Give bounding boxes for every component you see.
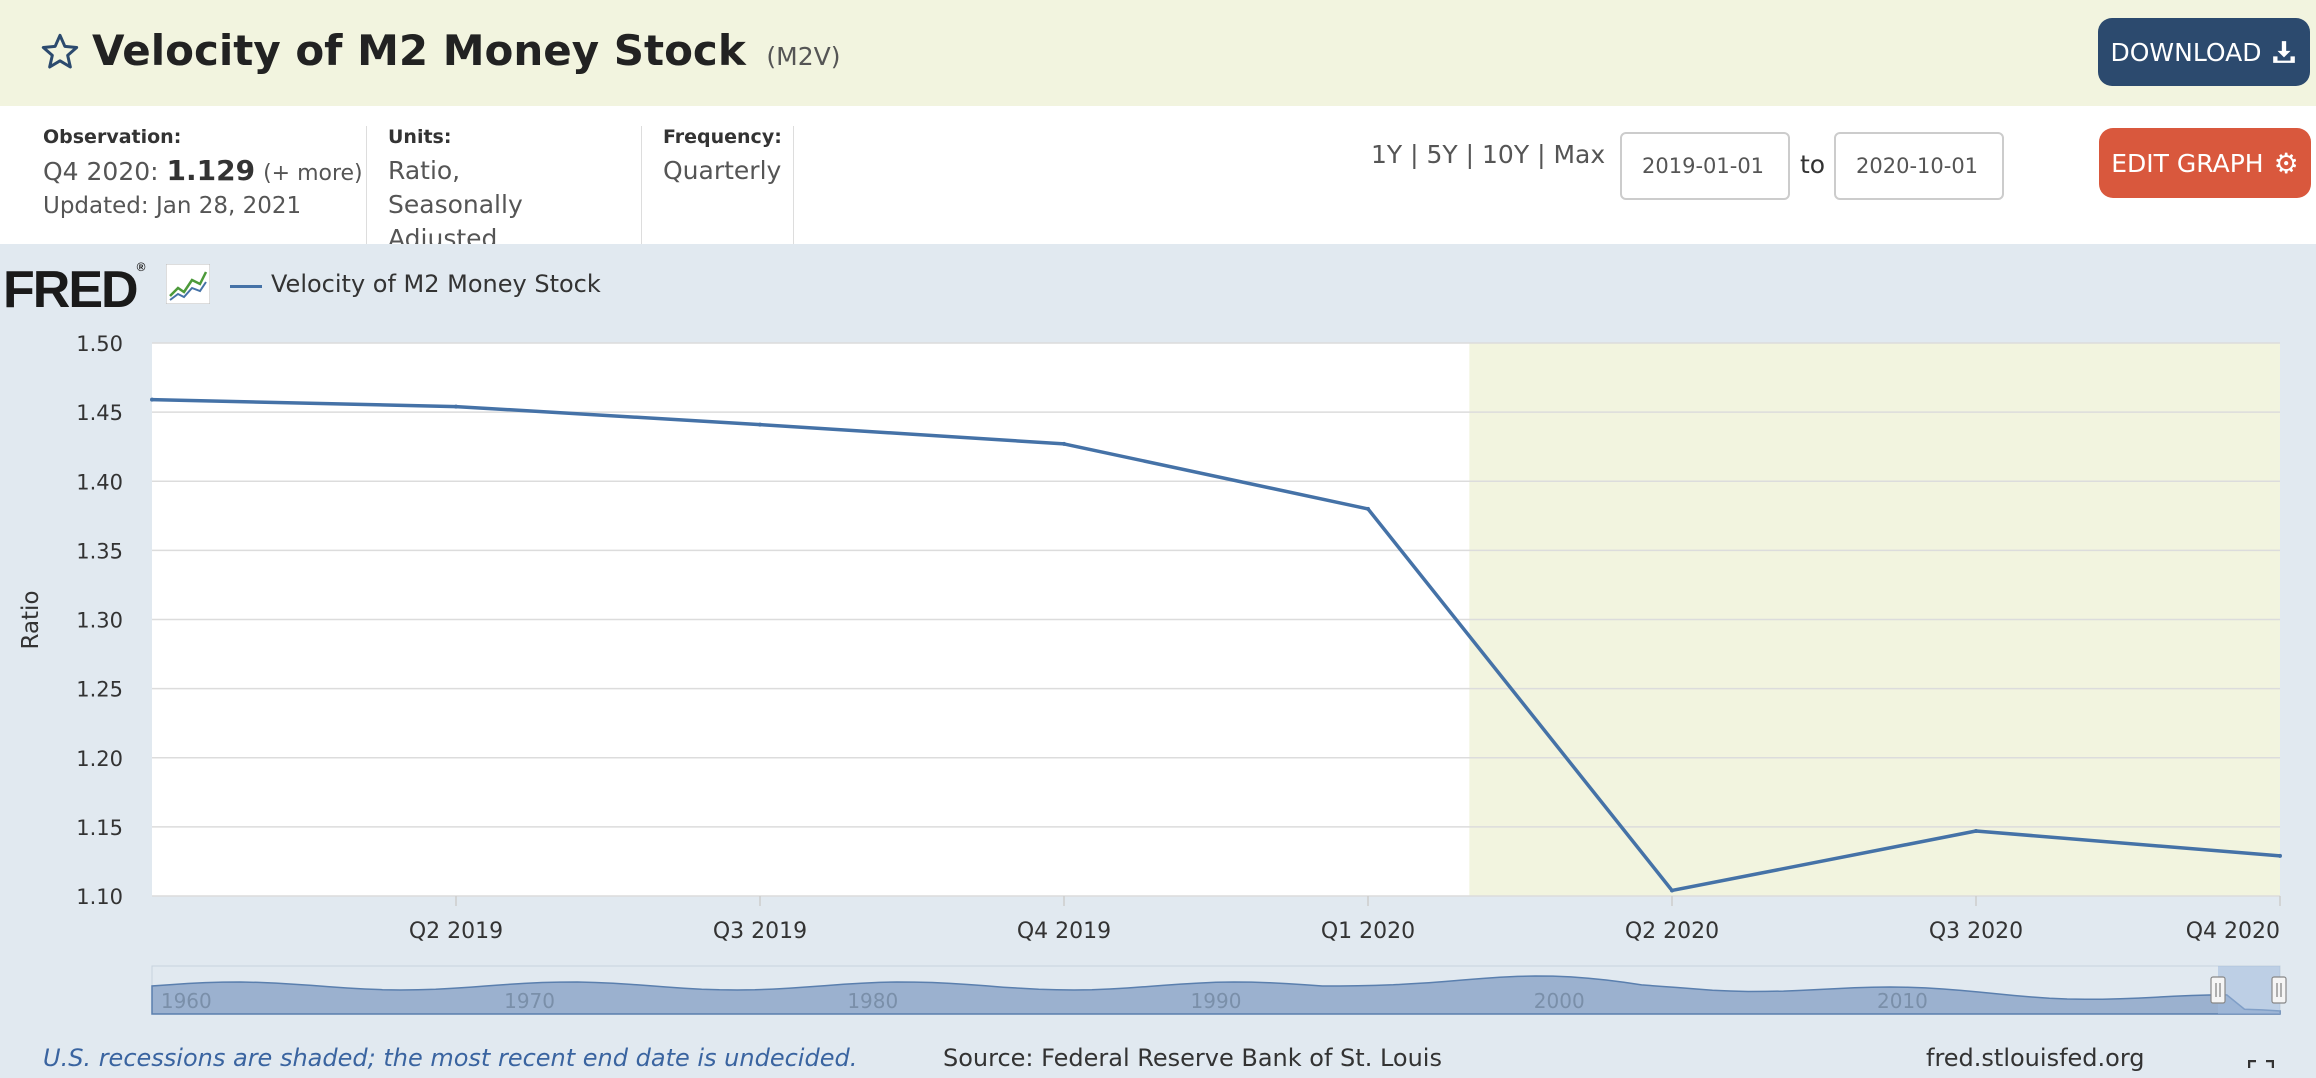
recession-note: U.S. recessions are shaded; the most rec…: [43, 1044, 858, 1072]
data-point[interactable]: [1670, 888, 1674, 893]
navigator-selection[interactable]: [2218, 966, 2280, 1014]
info-divider: [366, 126, 367, 248]
frequency-block: Frequency: Quarterly: [663, 126, 793, 248]
navigator-year-label: 2010: [1877, 989, 1928, 1013]
fullscreen-icon[interactable]: [2248, 1060, 2274, 1078]
navigator-year-label: 2000: [1534, 989, 1585, 1013]
series-line[interactable]: [151, 397, 2281, 893]
navigator-handle[interactable]: [2271, 976, 2287, 1004]
edit-graph-label: EDIT GRAPH: [2111, 148, 2264, 178]
title-bar: Velocity of M2 Money Stock (M2V) DOWNLOA…: [0, 0, 2316, 106]
data-point[interactable]: [454, 404, 458, 409]
range-links: 1Y | 5Y | 10Y | Max: [1371, 140, 1606, 169]
gear-icon: ⚙: [2273, 146, 2299, 180]
download-button[interactable]: DOWNLOAD: [2098, 18, 2310, 86]
navigator-year-label: 1980: [847, 989, 898, 1013]
y-tick-label: 1.10: [76, 885, 123, 909]
frequency-value: Quarterly: [663, 156, 782, 185]
series-id: (M2V): [766, 42, 841, 71]
data-point[interactable]: [2278, 853, 2282, 858]
fred-url[interactable]: fred.stlouisfed.org: [1926, 1044, 2145, 1072]
info-divider: [793, 126, 794, 248]
data-point[interactable]: [1062, 441, 1066, 446]
data-point[interactable]: [150, 397, 154, 402]
page-title: Velocity of M2 Money Stock (M2V): [92, 26, 840, 75]
download-label: DOWNLOAD: [2110, 37, 2262, 67]
observation-block: Observation: Q4 2020: 1.129 (+ more) Upd…: [43, 126, 363, 248]
x-tick-label: Q2 2020: [1625, 919, 1719, 944]
y-tick-label: 1.45: [76, 401, 123, 425]
x-tick-label: Q4 2020: [2186, 919, 2280, 944]
x-tick-label: Q3 2019: [713, 919, 807, 944]
y-tick-label: 1.15: [76, 816, 123, 840]
navigator-year-label: 1990: [1191, 989, 1242, 1013]
units-label: Units:: [388, 126, 452, 148]
observation-value-line: Q4 2020: 1.129 (+ more): [43, 154, 363, 191]
fred-chart-icon: [166, 264, 210, 304]
y-tick-label: 1.35: [76, 539, 123, 563]
to-label: to: [1800, 150, 1826, 179]
y-tick-label: 1.40: [76, 470, 123, 494]
y-tick-label: 1.20: [76, 747, 123, 771]
y-tick-label: 1.30: [76, 609, 123, 633]
range-max-link[interactable]: Max: [1553, 140, 1606, 169]
navigator-series: [151, 975, 2281, 1015]
x-tick-label: Q1 2020: [1321, 919, 1415, 944]
x-tick-label: Q4 2019: [1017, 919, 1111, 944]
x-tick-label: Q3 2020: [1929, 919, 2023, 944]
data-point[interactable]: [1366, 506, 1370, 511]
navigator-year-label: 1970: [504, 989, 555, 1013]
source-text: Source: Federal Reserve Bank of St. Loui…: [943, 1044, 1442, 1072]
observation-value: 1.129: [166, 154, 256, 187]
series-title: Velocity of M2 Money Stock: [92, 26, 746, 75]
observation-period: Q4 2020:: [43, 157, 159, 186]
download-icon: [2273, 41, 2296, 63]
y-tick-label: 1.25: [76, 678, 123, 702]
start-date-input[interactable]: [1620, 132, 1790, 200]
navigator-year-label: 1960: [161, 989, 212, 1013]
legend-series-name[interactable]: Velocity of M2 Money Stock: [271, 270, 601, 298]
updated-date: Updated: Jan 28, 2021: [43, 193, 302, 219]
fred-logo-text: FRED: [3, 261, 139, 319]
star-icon[interactable]: [40, 32, 80, 72]
y-tick-label: 1.50: [76, 332, 123, 356]
y-axis-label: Ratio: [18, 590, 44, 649]
range-5y-link[interactable]: 5Y: [1426, 140, 1458, 169]
data-point[interactable]: [758, 422, 762, 427]
x-tick-label: Q2 2019: [409, 919, 503, 944]
end-date-input[interactable]: [1834, 132, 2004, 200]
navigator-handle[interactable]: [2210, 976, 2226, 1004]
observation-label: Observation:: [43, 126, 182, 148]
observation-more-link[interactable]: (+ more): [263, 161, 363, 186]
legend-swatch: [230, 285, 262, 288]
info-divider: [641, 126, 642, 248]
range-1y-link[interactable]: 1Y: [1371, 140, 1403, 169]
data-point[interactable]: [1974, 829, 1978, 834]
fred-logo: FRED®: [3, 260, 145, 319]
units-line1: Ratio,: [388, 156, 461, 185]
edit-graph-button[interactable]: EDIT GRAPH ⚙: [2099, 128, 2311, 198]
range-10y-link[interactable]: 10Y: [1482, 140, 1530, 169]
frequency-label: Frequency:: [663, 126, 782, 148]
